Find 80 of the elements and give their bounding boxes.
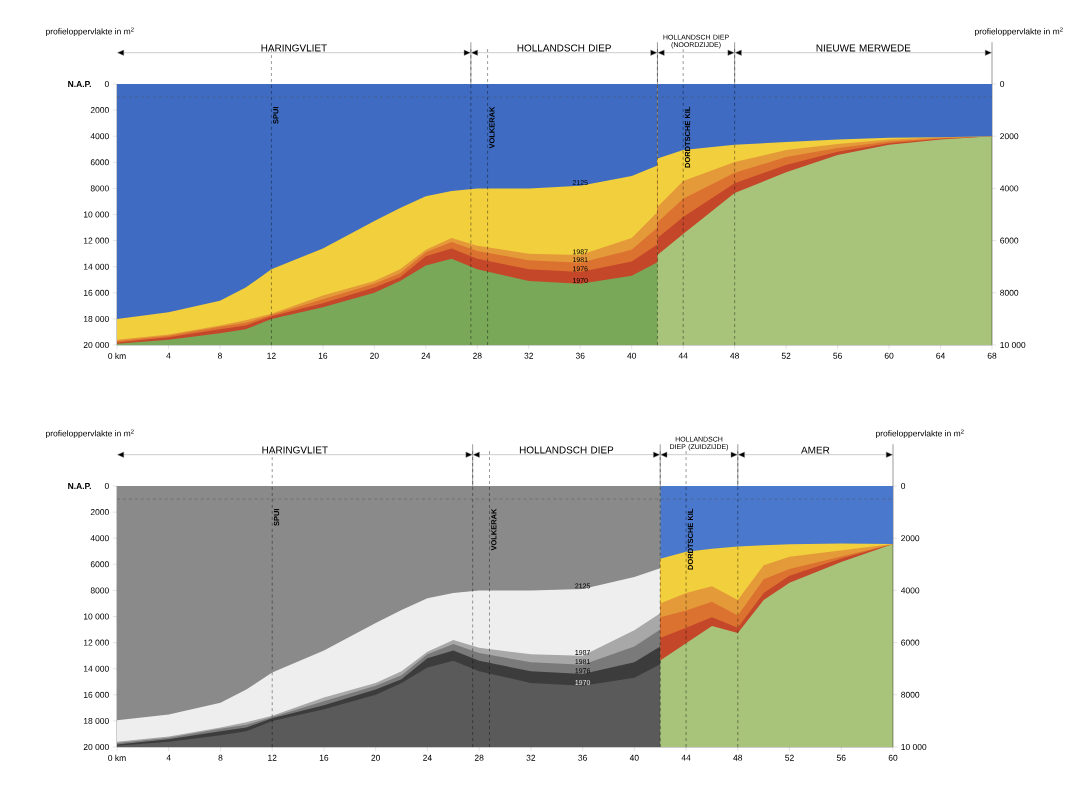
x-tick-label: 44 (681, 754, 691, 761)
y2-tick-label: 8000 (1000, 289, 1019, 296)
y-tick-label: 12 000 (83, 639, 109, 646)
text: HARINGVLIET (262, 446, 328, 454)
x-tick-label: 0 km (108, 754, 126, 761)
text: NIEUWE MERWEDE (816, 44, 911, 52)
text: AMER (801, 446, 830, 454)
x-tick-label: 56 (833, 352, 842, 359)
y-tick-label: 18 000 (83, 717, 109, 724)
text: HARINGVLIET (261, 44, 327, 52)
y-axis-title: profieloppervlakte in m$^{2}$ (46, 27, 134, 37)
y2-axis-title: profieloppervlakte in m$^{2}$ (975, 27, 1063, 37)
y-tick-label: 12 000 (83, 237, 109, 244)
text: HOLLANDSCH DIEP (519, 446, 614, 454)
y-tick-label: 6000 (90, 159, 109, 166)
x-tick-label: 40 (627, 352, 637, 359)
y-tick-label: 16 000 (83, 289, 109, 296)
text: HOLLANDSCH DIEP (517, 44, 611, 52)
x-tick-label: 16 (318, 352, 328, 359)
y2-tick-label: 4000 (999, 185, 1019, 192)
y2-tick-label: 10 000 (1000, 342, 1026, 348)
y2-tick-label: 0 (901, 483, 906, 489)
x-tick-label: 20 (371, 754, 381, 761)
x-tick-label: 48 (730, 352, 739, 359)
x-tick-label: 44 (678, 352, 688, 359)
y-tick-label: 4000 (90, 133, 109, 140)
y2-tick-label: 2000 (901, 535, 920, 542)
x-tick-label: 64 (936, 352, 945, 359)
x-tick-label: 4 (166, 352, 171, 359)
y-tick-label: 14 000 (83, 263, 109, 270)
text: N.A.P. (68, 81, 91, 87)
x-tick-label: 32 (526, 754, 536, 761)
x-tick-label: 52 (781, 352, 791, 359)
x-tick-label: 52 (785, 754, 794, 761)
y-tick-label: 8000 (90, 587, 109, 594)
x-tick-label: 4 (166, 754, 171, 761)
y-tick-label: 2000 (90, 107, 109, 114)
y-tick-label: 6000 (90, 561, 109, 568)
x-tick-label: 16 (319, 754, 329, 761)
y-tick-label: 16 000 (83, 691, 109, 698)
y-tick-label: 2000 (90, 509, 109, 516)
y-tick-label: 0 (104, 483, 109, 489)
x-tick-label: 60 (888, 754, 898, 761)
x-tick-label: 8 (218, 754, 223, 761)
y2-tick-label: 6000 (1000, 237, 1019, 244)
x-tick-label: 36 (578, 754, 587, 761)
y2-tick-label: 4000 (900, 587, 920, 594)
y2-axis-title: profieloppervlakte in m$^{2}$ (876, 429, 964, 439)
y-tick-label: 0 (104, 81, 109, 87)
x-tick-label: 56 (836, 754, 846, 761)
x-tick-label: 24 (423, 754, 432, 761)
y-tick-label: 10 000 (83, 613, 109, 620)
x-tick-label: 68 (987, 352, 997, 359)
y-tick-label: 20 000 (83, 744, 109, 750)
y-tick-label: 4000 (90, 535, 109, 542)
x-tick-label: 12 (268, 754, 277, 761)
x-tick-label: 0 km (108, 352, 126, 359)
y2-tick-label: 10 000 (901, 744, 927, 750)
y-tick-label: 14 000 (83, 665, 109, 672)
y2-tick-label: 2000 (1000, 133, 1019, 140)
x-tick-label: 48 (733, 754, 743, 761)
text: N.A.P. (68, 483, 91, 489)
y2-tick-label: 6000 (901, 639, 920, 646)
y-tick-label: 20 000 (83, 342, 109, 348)
x-tick-label: 60 (884, 352, 894, 359)
y-tick-label: 8000 (90, 185, 109, 192)
x-tick-label: 32 (524, 352, 534, 359)
y-tick-label: 10 000 (83, 211, 109, 218)
x-tick-label: 12 (267, 352, 276, 359)
x-tick-label: 20 (370, 352, 379, 359)
x-tick-label: 24 (421, 352, 431, 359)
y2-tick-label: 8000 (901, 691, 920, 698)
x-tick-label: 28 (474, 754, 484, 761)
y-tick-label: 18 000 (83, 315, 109, 322)
x-tick-label: 40 (629, 754, 639, 761)
x-tick-label: 8 (217, 352, 222, 359)
y2-tick-label: 0 (1000, 81, 1005, 87)
y-axis-title: profieloppervlakte in m$^{2}$ (46, 429, 134, 439)
x-tick-label: 36 (575, 352, 585, 359)
x-tick-label: 28 (473, 352, 482, 359)
